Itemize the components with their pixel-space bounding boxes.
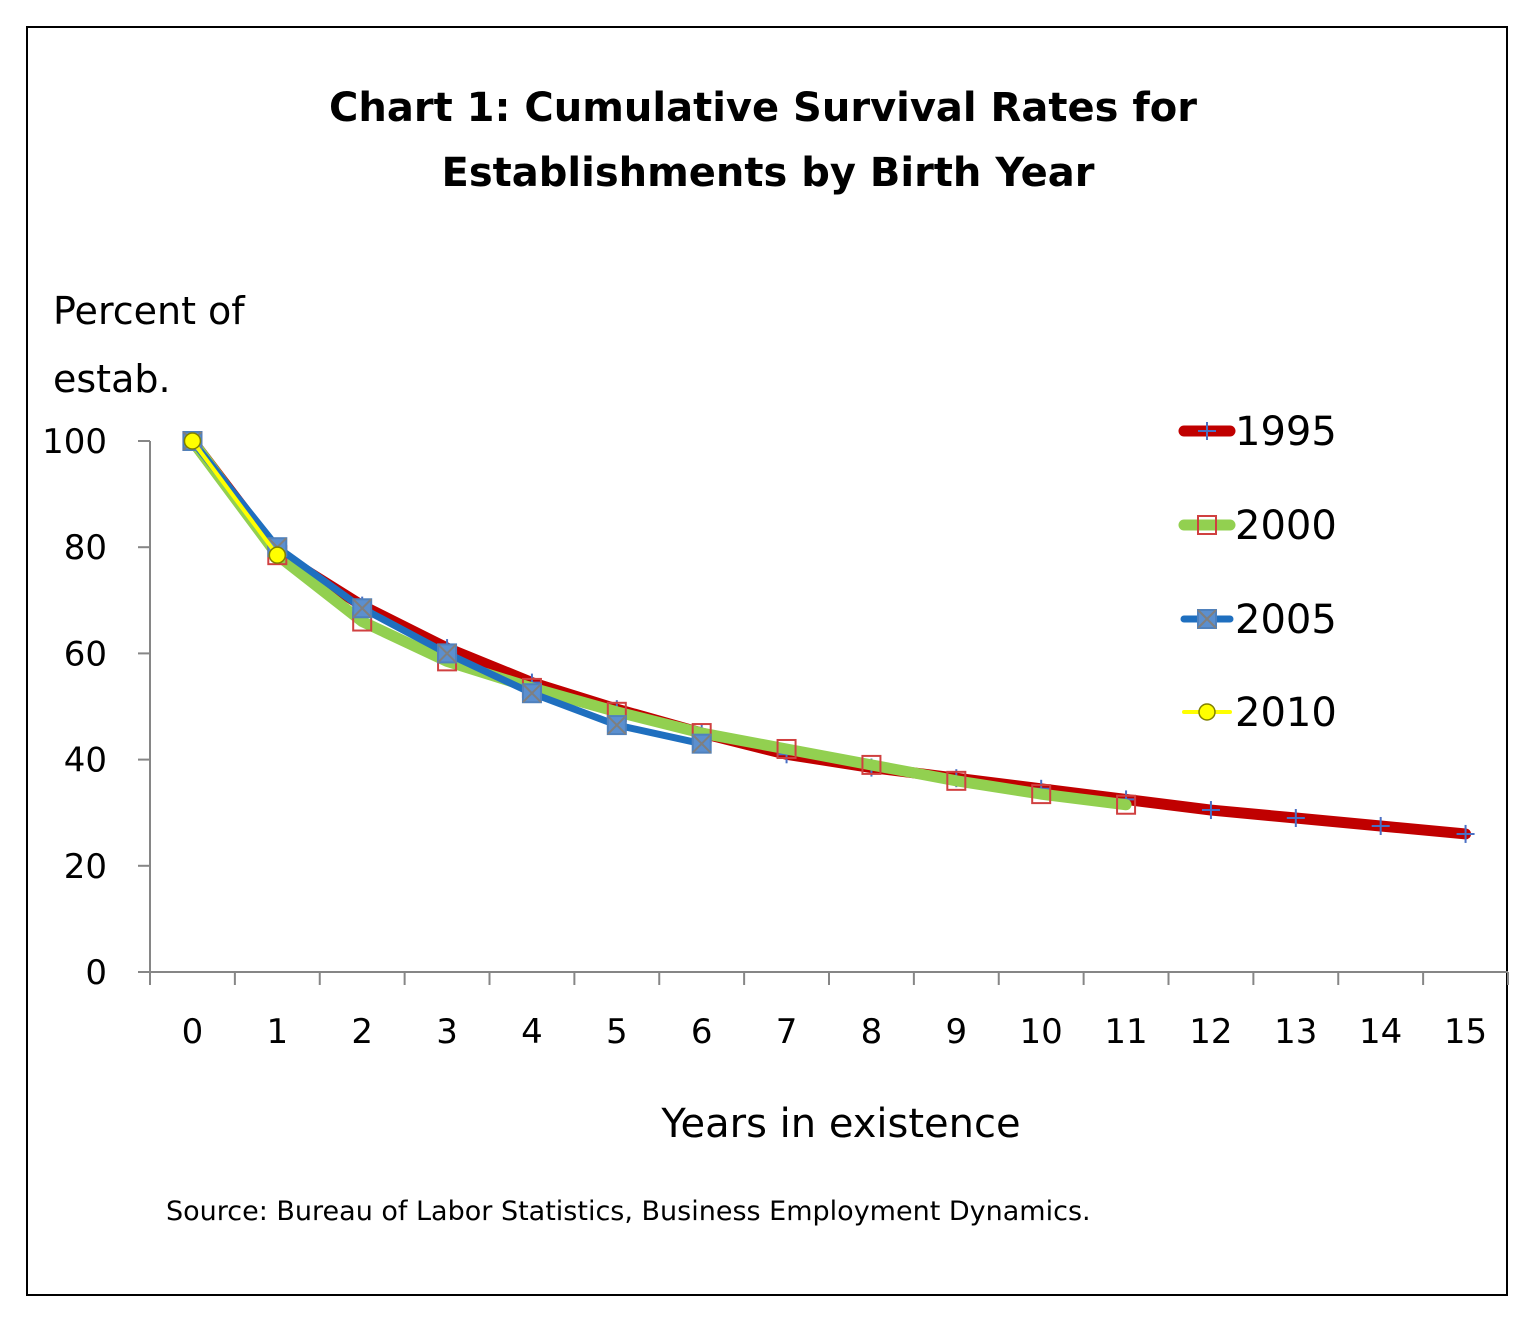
legend-item-1995: 1995 xyxy=(1178,409,1337,455)
marker-square xyxy=(946,770,967,791)
x-tick-label: 12 xyxy=(1189,1012,1232,1052)
y-axis-label-line2: estab. xyxy=(53,357,171,401)
series-2000 xyxy=(182,431,1137,815)
y-tick-label: 80 xyxy=(64,528,107,568)
series-line-2010 xyxy=(190,439,280,558)
marker-circle xyxy=(183,432,202,450)
marker-x-square xyxy=(691,733,712,754)
series-2010 xyxy=(183,432,287,564)
legend-item-2005: 2005 xyxy=(1180,597,1337,643)
legend-item-2010: 2010 xyxy=(1182,690,1337,736)
marker-x-square xyxy=(1197,609,1217,629)
marker-square xyxy=(861,754,882,775)
x-tick-label: 9 xyxy=(945,1012,967,1052)
y-tick-label: 60 xyxy=(64,634,107,674)
source-note: Source: Bureau of Labor Statistics, Busi… xyxy=(166,1196,1091,1227)
x-axis-label: Years in existence xyxy=(660,1101,1020,1147)
x-tick-label: 8 xyxy=(861,1012,883,1052)
x-tick-label: 14 xyxy=(1359,1012,1402,1052)
marker-square xyxy=(1197,515,1217,535)
marker-circle xyxy=(268,546,287,564)
chart-title-line2: Establishments by Birth Year xyxy=(442,150,1095,196)
marker-x-square xyxy=(607,715,627,735)
series-layer xyxy=(182,431,1475,843)
chart-frame xyxy=(26,26,1508,1296)
x-tick-label: 13 xyxy=(1274,1012,1317,1052)
marker-square xyxy=(776,738,797,759)
series-line-2005 xyxy=(188,437,706,748)
marker-x-square xyxy=(352,598,372,618)
y-tick-label: 0 xyxy=(85,953,107,993)
series-line-2000 xyxy=(186,435,1132,811)
legend-label: 2005 xyxy=(1235,597,1337,643)
x-tick-label: 0 xyxy=(182,1012,204,1052)
legend-label: 2000 xyxy=(1235,503,1337,549)
y-axis-label-line1: Percent of xyxy=(53,289,246,333)
chart-title-line1: Chart 1: Cumulative Survival Rates for xyxy=(329,85,1197,131)
y-tick-label: 100 xyxy=(42,422,107,462)
legend-label: 2010 xyxy=(1235,690,1337,736)
y-tick-label: 40 xyxy=(64,741,107,781)
marker-x-square xyxy=(437,643,457,664)
series-2005 xyxy=(182,431,712,754)
x-tick-label: 6 xyxy=(691,1012,713,1052)
marker-square xyxy=(1031,784,1052,805)
marker-circle xyxy=(1198,703,1216,721)
legend: 1995 2000 2005 2010 xyxy=(1178,409,1337,736)
x-tick-label: 4 xyxy=(521,1012,543,1052)
x-tick-label: 10 xyxy=(1020,1012,1063,1052)
x-tick-label: 5 xyxy=(606,1012,628,1052)
marker-square xyxy=(1116,794,1137,815)
y-tick-label: 20 xyxy=(64,847,107,887)
legend-item-2000: 2000 xyxy=(1178,503,1337,549)
x-tick-label: 11 xyxy=(1104,1012,1147,1052)
x-tick-label: 7 xyxy=(776,1012,798,1052)
x-tick-label: 2 xyxy=(351,1012,373,1052)
marker-x-square xyxy=(522,683,542,703)
legend-label: 1995 xyxy=(1235,409,1337,455)
x-tick-label: 3 xyxy=(436,1012,458,1052)
x-tick-label: 1 xyxy=(266,1012,288,1052)
x-tick-label: 15 xyxy=(1444,1012,1487,1052)
